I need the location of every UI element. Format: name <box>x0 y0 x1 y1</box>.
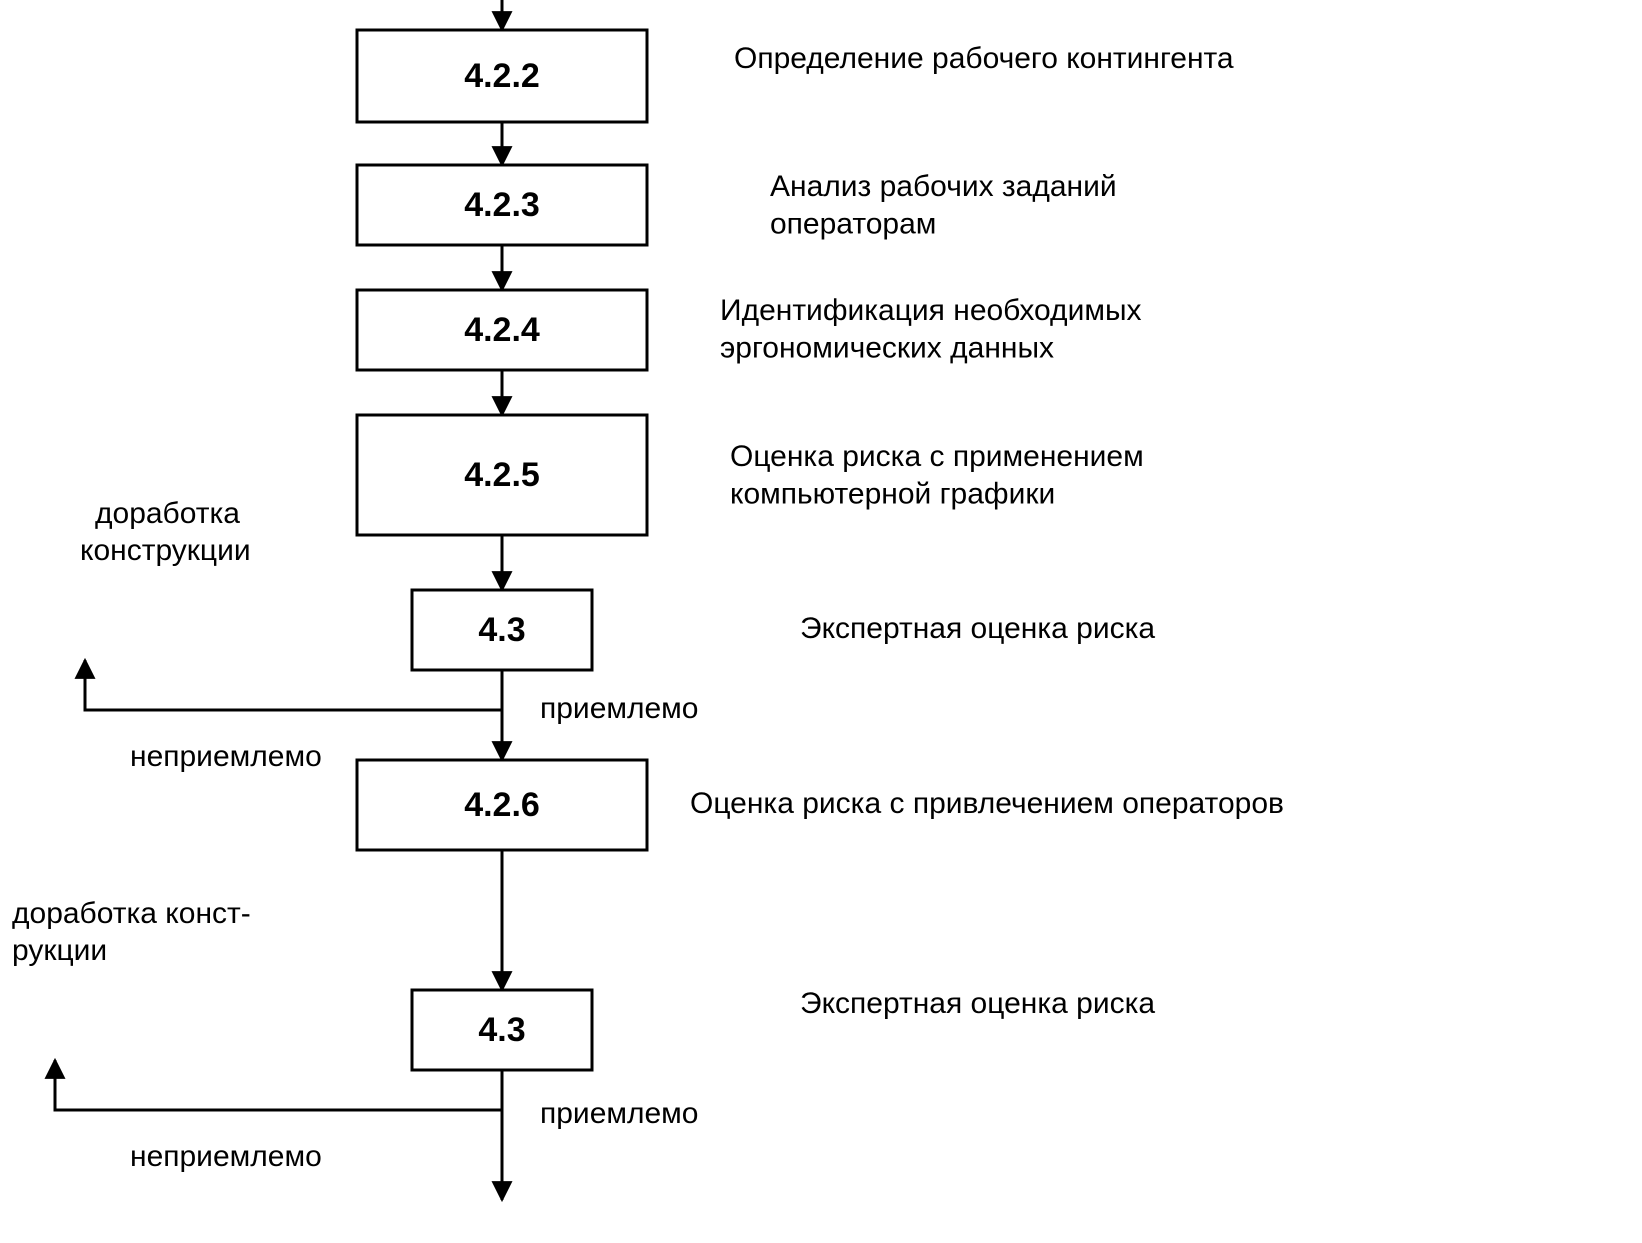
nodes: 4.2.2Определение рабочего контингента4.2… <box>357 30 1284 1070</box>
node-desc-n2-line1: операторам <box>770 207 936 240</box>
node-desc-n5-line0: Экспертная оценка риска <box>800 612 1155 645</box>
node-label-n4: 4.2.5 <box>464 456 540 494</box>
node-n1: 4.2.2 Определение рабочего контингента <box>357 30 1234 122</box>
node-desc-n4-line1: компьютерной графики <box>730 477 1055 510</box>
node-n6: 4.2.6 Оценка риска с привлечением операто… <box>357 760 1284 850</box>
annotation-d1b: конструкции <box>80 534 251 567</box>
node-label-n5: 4.3 <box>478 611 525 649</box>
node-n7: 4.3 Экспертная оценка риска <box>412 987 1155 1070</box>
node-n4: 4.2.5 Оценка риска с применением компьютер… <box>357 415 1144 535</box>
annotation-d1a: доработка <box>95 497 240 530</box>
node-desc-n2-line0: Анализ рабочих заданий <box>770 170 1117 203</box>
node-desc-n6-line0: Оценка риска с привлечением операторов <box>690 787 1284 820</box>
node-n2: 4.2.3 Анализ рабочих заданий операторам <box>357 165 1117 245</box>
node-label-n7: 4.3 <box>478 1011 525 1049</box>
node-label-n1: 4.2.2 <box>464 57 540 95</box>
annotation-d2a: доработка конст- <box>12 897 251 930</box>
annotation-p2: приемлемо <box>540 1097 699 1130</box>
node-label-n6: 4.2.6 <box>464 786 540 824</box>
annotation-np2: неприемлемо <box>130 1140 322 1173</box>
annotation-d2b: рукции <box>12 934 107 967</box>
annotation-p1: приемлемо <box>540 692 699 725</box>
flowchart: 4.2.2Определение рабочего контингента4.2… <box>0 0 1642 1243</box>
node-desc-n3-line0: Идентификация необходимых <box>720 294 1142 327</box>
node-n3: 4.2.4 Идентификация необходимых эргономиче… <box>357 290 1142 370</box>
node-n5: 4.3 Экспертная оценка риска <box>412 590 1155 670</box>
node-desc-n4-line0: Оценка риска с применением <box>730 440 1144 473</box>
node-desc-n7-line0: Экспертная оценка риска <box>800 987 1155 1020</box>
node-desc-n3-line1: эргономических данных <box>720 331 1054 364</box>
annotation-np1: неприемлемо <box>130 740 322 773</box>
node-label-n3: 4.2.4 <box>464 311 540 349</box>
node-label-n2: 4.2.3 <box>464 186 540 224</box>
node-desc-n1-line0: Определение рабочего контингента <box>734 42 1234 75</box>
